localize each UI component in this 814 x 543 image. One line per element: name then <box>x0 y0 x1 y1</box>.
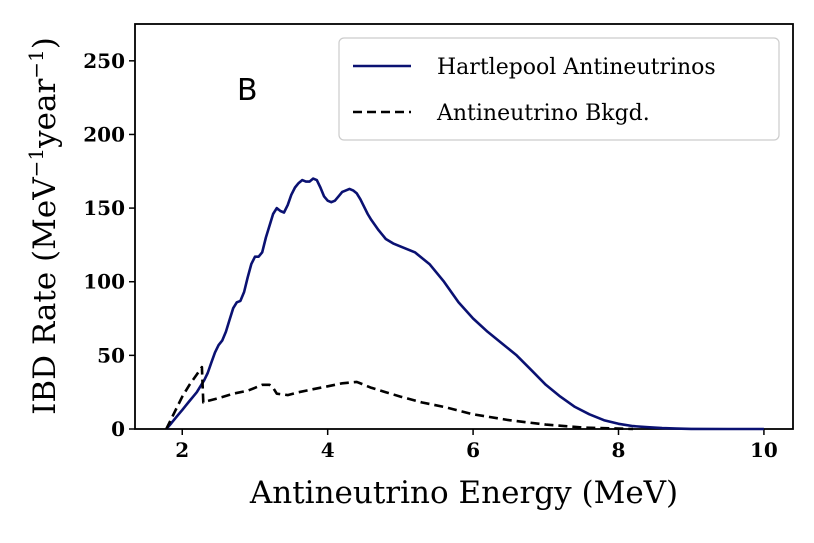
panel-label: B <box>237 73 258 108</box>
y-tick-label: 150 <box>83 196 125 220</box>
y-tick-label: 100 <box>83 270 125 294</box>
legend-label-background: Antineutrino Bkgd. <box>436 101 650 126</box>
x-tick-label: 8 <box>612 438 626 462</box>
x-axis-label: Antineutrino Energy (MeV) <box>249 475 678 511</box>
y-axis-label-end: ) <box>27 37 63 49</box>
y-axis-label-sup2: −1 <box>24 49 48 78</box>
legend-label-hartlepool: Hartlepool Antineutrinos <box>437 55 716 80</box>
x-tick-label: 6 <box>466 438 480 462</box>
x-tick-label: 4 <box>321 438 335 462</box>
legend-box <box>338 37 780 141</box>
y-tick-label: 200 <box>83 122 125 146</box>
y-tick-label: 50 <box>97 343 125 367</box>
legend: Hartlepool Antineutrinos Antineutrino Bk… <box>338 37 780 141</box>
y-axis-label: IBD Rate (MeV−1year−1) <box>24 37 63 415</box>
y-axis-label-sup1: −1 <box>24 148 48 177</box>
y-axis-label-mid: year <box>27 79 63 149</box>
y-tick-label: 0 <box>111 417 125 441</box>
plot-frame <box>134 23 794 430</box>
x-tick-label: 10 <box>750 438 778 462</box>
series-line-hartlepool <box>165 177 764 431</box>
series-layer <box>165 177 764 431</box>
x-tick-label: 2 <box>175 438 189 462</box>
y-tick-label: 250 <box>83 49 125 73</box>
series-line-background <box>165 365 634 431</box>
y-axis-label-base: IBD Rate (MeV <box>27 177 63 415</box>
